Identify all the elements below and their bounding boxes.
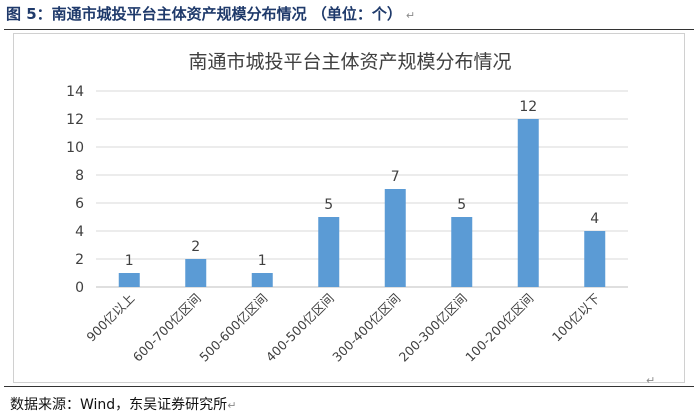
bar	[384, 189, 406, 287]
chart-area: 南通市城投平台主体资产规模分布情况 0 2 4 6 8 10 12 14 1 2 1 5 7 5 12 4 …	[13, 33, 685, 383]
data-label: 1	[125, 253, 134, 269]
bar	[118, 273, 140, 287]
x-tick-label: 900亿以上	[83, 291, 137, 345]
data-label: 2	[191, 239, 200, 255]
y-tick-label: 6	[75, 196, 84, 212]
paragraph-mark-icon: ↵	[646, 374, 656, 387]
data-label: 7	[391, 169, 400, 185]
data-label: 5	[324, 197, 333, 213]
x-axis-ticks: 900亿以上600-700亿区间500-600亿区间400-500亿区间300-…	[83, 291, 602, 365]
y-tick-label: 12	[66, 112, 84, 128]
bar	[185, 259, 207, 287]
figure-caption: 图 5：南通市城投平台主体资产规模分布情况 （单位：个） ↵	[6, 3, 415, 25]
bars	[118, 119, 606, 287]
x-tick-label: 300-400亿区间	[329, 291, 403, 365]
bar	[451, 217, 473, 287]
data-label: 12	[519, 99, 537, 115]
data-label: 4	[590, 211, 599, 227]
gridlines	[96, 90, 628, 288]
y-tick-label: 2	[75, 252, 84, 268]
source-note: 数据来源：Wind，东吴证券研究所↵	[10, 395, 236, 415]
y-tick-label: 0	[75, 280, 84, 296]
figure-caption-text: 图 5：南通市城投平台主体资产规模分布情况 （单位：个）	[6, 5, 402, 23]
bar	[584, 231, 606, 287]
paragraph-mark-icon: ↵	[227, 399, 237, 412]
chart-title: 南通市城投平台主体资产规模分布情况	[188, 51, 511, 73]
x-tick-label: 200-300亿区间	[396, 291, 470, 365]
source-text: 数据来源：Wind，东吴证券研究所	[10, 397, 228, 413]
x-tick-label: 100-200亿区间	[462, 291, 536, 365]
caption-rule	[4, 29, 694, 30]
paragraph-mark-icon: ↵	[405, 9, 416, 22]
x-tick-label: 500-600亿区间	[196, 291, 270, 365]
bar	[517, 119, 539, 287]
data-label: 5	[457, 197, 466, 213]
bar	[251, 273, 273, 287]
x-tick-label: 100亿以下	[549, 291, 603, 345]
y-axis-ticks: 0 2 4 6 8 10 12 14	[66, 84, 84, 296]
bar	[318, 217, 340, 287]
x-tick-label: 600-700亿区间	[130, 291, 204, 365]
source-rule	[4, 386, 694, 387]
y-tick-label: 14	[66, 84, 84, 100]
y-tick-label: 10	[66, 140, 84, 156]
y-tick-label: 8	[75, 168, 84, 184]
data-label: 1	[258, 253, 267, 269]
y-tick-label: 4	[75, 224, 84, 240]
x-tick-label: 400-500亿区间	[263, 291, 337, 365]
